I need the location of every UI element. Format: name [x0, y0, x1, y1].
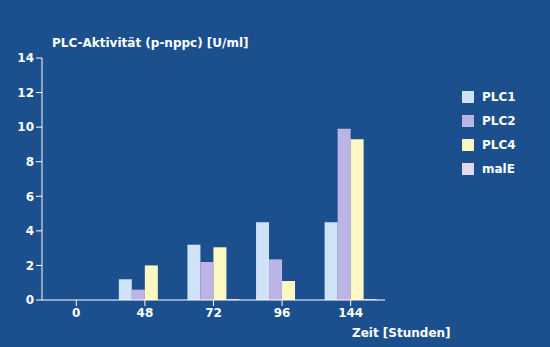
svg-text:48: 48 — [137, 306, 154, 320]
html-text:Zeit [Stunden]: Zeit [Stunden] — [352, 326, 451, 340]
svg-text:10: 10 — [17, 120, 34, 134]
svg-text:96: 96 — [274, 306, 291, 320]
svg-text:4: 4 — [26, 224, 34, 238]
svg-text:2: 2 — [26, 259, 34, 273]
svg-text:72: 72 — [205, 306, 222, 320]
html-text:PLC2: PLC2 — [482, 114, 516, 128]
html-text:PLC4: PLC4 — [482, 138, 516, 152]
svg-text:12: 12 — [17, 86, 34, 100]
svg-text:144: 144 — [338, 306, 363, 320]
svg-text:14: 14 — [17, 51, 34, 65]
svg-text:6: 6 — [26, 190, 34, 204]
html-text:PLC-Aktivität (p-nppc) [U/ml]: PLC-Aktivität (p-nppc) [U/ml] — [52, 36, 249, 50]
svg-text:0: 0 — [72, 306, 80, 320]
html-text:malE: malE — [482, 162, 515, 176]
svg-text:0: 0 — [26, 293, 34, 307]
svg-text:8: 8 — [26, 155, 34, 169]
html-text:PLC1: PLC1 — [482, 90, 516, 104]
